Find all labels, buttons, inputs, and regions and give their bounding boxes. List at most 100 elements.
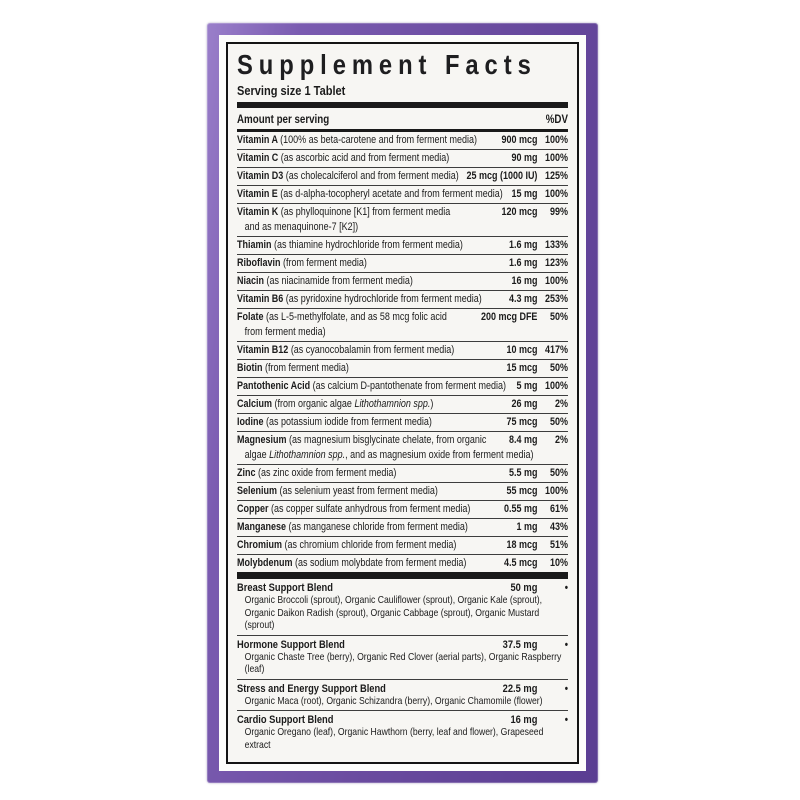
nutrient-line: Biotin (from ferment media) 15 mcg 50% [237, 361, 568, 376]
nutrient-name: Thiamin [237, 239, 274, 252]
nutrient-line: Vitamin K (as phylloquinone [K1] from fe… [237, 205, 568, 220]
nutrient-amount: 4.3 mg [508, 293, 538, 306]
panel-title: Supplement Facts [237, 49, 537, 80]
nutrient-description: (as chromium chloride from ferment media… [284, 539, 457, 552]
nutrient-description: (from ferment media) [282, 257, 367, 270]
nutrient-amount: 200 mcg DFE [480, 311, 538, 324]
nutrient-name: Manganese [237, 521, 289, 534]
nutrient-name: Iodine [237, 416, 266, 429]
nutrient-amount: 75 mcg [506, 416, 538, 429]
nutrient-dv: 100% [544, 152, 568, 165]
nutrient-amount: 15 mcg [506, 362, 538, 375]
blend-name: Stress and Energy Support Blend [237, 682, 386, 695]
nutrient-dv: 2% [554, 434, 568, 447]
nutrient-dv: 100% [544, 380, 568, 393]
nutrient-amount: 1.6 mg [508, 239, 538, 252]
nutrient-description: (from organic algae Lithothamnion spp.) [274, 398, 434, 411]
nutrient-amount: 26 mg [511, 398, 538, 411]
nutrient-name: Folate [237, 311, 266, 324]
blend-ingredients: Organic Maca (root), Organic Schizandra … [244, 695, 543, 707]
amount-per-serving-header: Amount per serving [237, 114, 330, 127]
nutrient-row: Biotin (from ferment media) 15 mcg 50% [237, 359, 568, 377]
blend-row: Stress and Energy Support Blend 22.5 mg • O… [237, 678, 568, 711]
nutrient-dv: 43% [549, 521, 568, 534]
nutrient-name: Niacin [237, 275, 267, 288]
nutrient-text: Niacin (as niacinamide from ferment medi… [237, 274, 506, 289]
nutrient-description: (as copper sulfate anhydrous from fermen… [270, 503, 471, 516]
nutrient-description: (as cyanocobalamin from ferment media) [290, 344, 455, 357]
label-purple-border: Supplement Facts Serving size 1 Tablet A… [207, 23, 598, 784]
nutrient-line: Vitamin E (as d-alpha-tocopheryl acetate… [237, 187, 568, 202]
nutrient-row: Pantothenic Acid (as calcium D-pantothen… [237, 377, 568, 395]
nutrient-name: Selenium [237, 485, 280, 498]
nutrient-description-line2: algae Lithothamnion spp., and as magnesi… [244, 449, 534, 462]
nutrient-description: (as thiamine hydrochloride from ferment … [273, 239, 463, 252]
nutrient-dv: 61% [549, 503, 568, 516]
thick-divider-top [237, 102, 568, 109]
blend-amount: 37.5 mg [502, 638, 538, 651]
blend-amount: 50 mg [510, 582, 538, 595]
nutrient-text: Vitamin K (as phylloquinone [K1] from fe… [237, 205, 496, 220]
nutrient-description: (as d-alpha-tocopheryl acetate and from … [280, 188, 503, 201]
blend-dv-bullet: • [564, 638, 568, 651]
nutrient-text: Molybdenum (as sodium molybdate from fer… [237, 556, 499, 571]
nutrient-amount: 5 mg [516, 380, 538, 393]
nutrient-name: Calcium [237, 398, 275, 411]
nutrient-row: Vitamin E (as d-alpha-tocopheryl acetate… [237, 185, 568, 203]
nutrient-row: Vitamin D3 (as cholecalciferol and from … [237, 167, 568, 185]
nutrient-line: Pantothenic Acid (as calcium D-pantothen… [237, 379, 568, 394]
nutrient-amount: 8.4 mg [508, 434, 538, 447]
nutrient-row: Riboflavin (from ferment media) 1.6 mg 123… [237, 254, 568, 272]
nutrient-line: Niacin (as niacinamide from ferment medi… [237, 274, 568, 289]
nutrient-text: Manganese (as manganese chloride from fe… [237, 520, 511, 535]
nutrient-text: Copper (as copper sulfate anhydrous from… [237, 502, 499, 517]
nutrient-amount: 1.6 mg [508, 257, 538, 270]
nutrient-description: (as potassium iodide from ferment media) [265, 416, 432, 429]
nutrient-amount: 10 mcg [506, 344, 538, 357]
nutrient-amount: 5.5 mg [508, 467, 538, 480]
blend-dv-bullet: • [564, 582, 568, 595]
label-white-margin: Supplement Facts Serving size 1 Tablet A… [219, 35, 586, 772]
blend-amount: 22.5 mg [502, 682, 538, 695]
nutrient-text: Thiamin (as thiamine hydrochloride from … [237, 238, 504, 253]
nutrient-line: Vitamin A (100% as beta-carotene and fro… [237, 133, 568, 148]
nutrient-description: (as sodium molybdate from ferment media) [294, 557, 467, 570]
nutrient-name: Vitamin C [237, 152, 281, 165]
nutrient-line: Calcium (from organic algae Lithothamnio… [237, 397, 568, 412]
nutrient-name: Biotin [237, 362, 265, 375]
nutrient-description: (as niacinamide from ferment media) [266, 275, 413, 288]
nutrient-line: Zinc (as zinc oxide from ferment media) 5… [237, 466, 568, 481]
nutrient-text: Iodine (as potassium iodide from ferment… [237, 415, 501, 430]
nutrient-description: (as L-5-methylfolate, and as 58 mcg foli… [265, 311, 447, 324]
dv-header: %DV [545, 114, 568, 127]
nutrient-text: Riboflavin (from ferment media) [237, 256, 504, 271]
nutrient-line: Vitamin B6 (as pyridoxine hydrochloride … [237, 292, 568, 307]
nutrient-text: Calcium (from organic algae Lithothamnio… [237, 397, 506, 412]
nutrient-description: (as ascorbic acid and from ferment media… [280, 152, 450, 165]
nutrient-description: (as pyridoxine hydrochloride from fermen… [285, 293, 482, 306]
nutrient-line: Selenium (as selenium yeast from ferment… [237, 484, 568, 499]
nutrient-text: Vitamin C (as ascorbic acid and from fer… [237, 151, 506, 166]
blend-ingredients: Organic Oregano (leaf), Organic Hawthorn… [244, 727, 544, 751]
nutrient-line: Manganese (as manganese chloride from fe… [237, 520, 568, 535]
nutrient-description-line2: and as menaquinone-7 [K2]) [244, 221, 359, 234]
nutrient-dv: 100% [544, 188, 568, 201]
nutrient-row: Selenium (as selenium yeast from ferment… [237, 482, 568, 500]
nutrient-row: Magnesium (as magnesium bisglycinate che… [237, 431, 568, 464]
nutrient-table: Vitamin A (100% as beta-carotene and fro… [237, 132, 568, 572]
nutrient-line: Vitamin B12 (as cyanocobalamin from ferm… [237, 343, 568, 358]
nutrient-description: (as selenium yeast from ferment media) [279, 485, 438, 498]
nutrient-description-line2: from ferment media) [244, 326, 326, 339]
blend-table: Breast Support Blend 50 mg • Organic Brocco… [237, 579, 568, 754]
nutrient-dv: 2% [554, 398, 568, 411]
nutrient-name: Magnesium [237, 434, 289, 447]
nutrient-dv: 10% [549, 557, 568, 570]
nutrient-amount: 18 mcg [506, 539, 538, 552]
blend-dv-bullet: • [564, 714, 568, 727]
nutrient-name: Copper [237, 503, 271, 516]
nutrient-row: Molybdenum (as sodium molybdate from fer… [237, 554, 568, 572]
blend-ingredients: Organic Broccoli (sprout), Organic Cauli… [244, 595, 543, 632]
nutrient-amount: 0.55 mg [503, 503, 538, 516]
nutrient-row: Zinc (as zinc oxide from ferment media) 5… [237, 464, 568, 482]
nutrient-line: Copper (as copper sulfate anhydrous from… [237, 502, 568, 517]
